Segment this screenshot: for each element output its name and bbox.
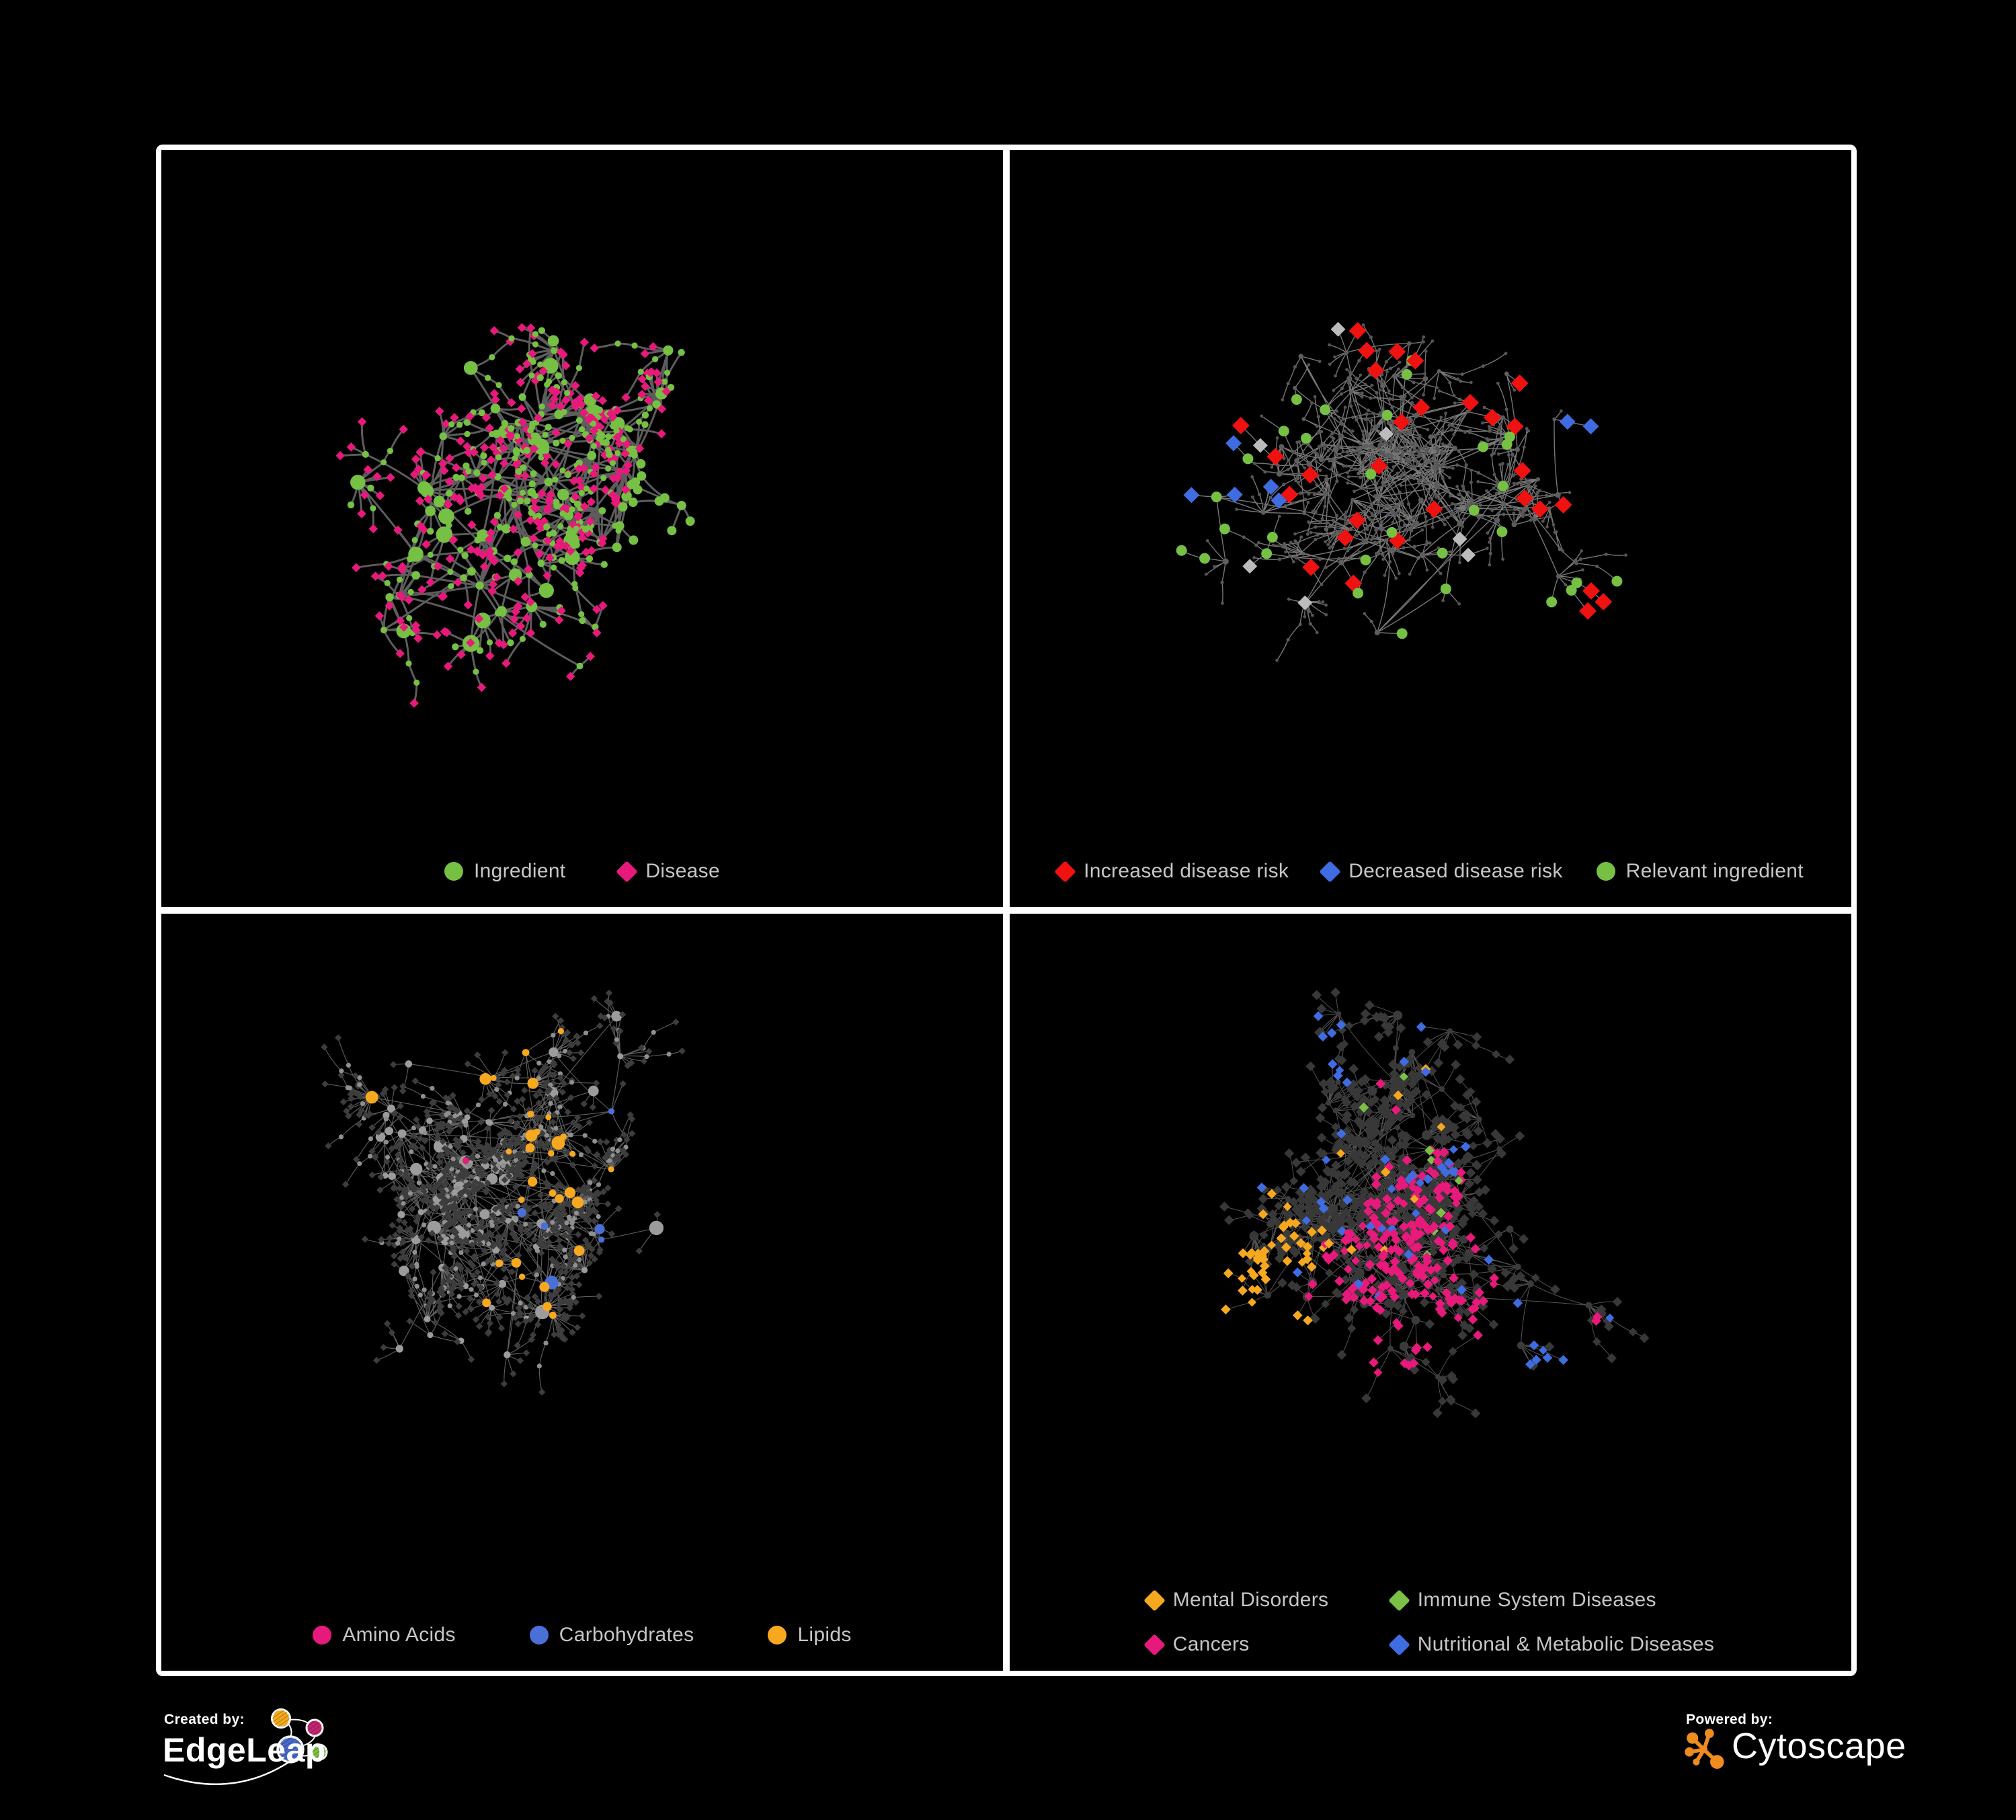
lipids-circle-icon — [768, 1626, 787, 1645]
legend-item-disease: Disease — [616, 860, 720, 883]
legend-item-increased-risk: Increased disease risk — [1054, 860, 1289, 883]
relevant-ingredient-circle-icon — [1596, 862, 1615, 881]
legend-label-relevant-ingredient: Relevant ingredient — [1625, 860, 1804, 882]
panel-nutrient-classes: Amino Acids Carbohydrates Lipids — [161, 914, 1003, 1671]
legend-label-disease: Disease — [645, 860, 720, 882]
legend-label-amino-acids: Amino Acids — [342, 1624, 456, 1646]
edgeleap-wordmark: EdgeLeap — [163, 1731, 326, 1769]
mental-disorders-diamond-icon — [1143, 1589, 1166, 1612]
nutrient-class-network-graph — [321, 989, 686, 1396]
disease-diamond-icon — [616, 860, 639, 883]
legend-item-decreased-risk: Decreased disease risk — [1319, 860, 1563, 883]
edgeleap-logo-icon — [163, 1708, 328, 1786]
legend-label-decreased-risk: Decreased disease risk — [1348, 860, 1563, 882]
edgeleap-logo-nodes — [271, 1708, 328, 1764]
amino-acids-circle-icon — [313, 1626, 332, 1645]
created-by-label: Created by: — [164, 1712, 245, 1727]
ingredient-disease-network-graph — [335, 323, 695, 708]
cytoscape-attribution: Powered by: Cytoscape — [1682, 1706, 1998, 1801]
legend-item-nutritional-metabolic: Nutritional & Metabolic Diseases — [1388, 1633, 1715, 1656]
legend-label-lipids: Lipids — [797, 1624, 852, 1646]
edgeleap-attribution: Created by: EdgeLeap — [160, 1706, 395, 1804]
legend-label-ingredient: Ingredient — [474, 860, 566, 882]
panel-disease-categories: Mental Disorders Immune System Diseases … — [1010, 914, 1851, 1671]
legend-item-mental-disorders: Mental Disorders — [1143, 1589, 1369, 1612]
carbohydrates-circle-icon — [529, 1626, 549, 1645]
nutritional-metabolic-diamond-icon — [1388, 1633, 1410, 1656]
powered-by-label: Powered by: — [1686, 1712, 1773, 1727]
legend-disease-risk: Increased disease risk Decreased disease… — [1010, 860, 1851, 883]
legend-label-carbohydrates: Carbohydrates — [559, 1624, 694, 1646]
legend-item-lipids: Lipids — [768, 1624, 851, 1647]
legend-ingredient-disease: Ingredient Disease — [161, 860, 1003, 883]
legend-item-carbohydrates: Carbohydrates — [529, 1624, 694, 1647]
legend-disease-categories: Mental Disorders Immune System Diseases … — [1010, 1589, 1851, 1656]
figure-grid: Ingredient Disease Increased disease ris… — [156, 145, 1857, 1676]
cancers-diamond-icon — [1143, 1633, 1166, 1656]
legend-label-increased-risk: Increased disease risk — [1084, 860, 1289, 882]
cytoscape-logo-icon — [1685, 1729, 1724, 1769]
legend-nutrient-classes: Amino Acids Carbohydrates Lipids — [161, 1624, 1003, 1647]
legend-item-relevant-ingredient: Relevant ingredient — [1596, 860, 1804, 883]
legend-item-ingredient: Ingredient — [444, 860, 565, 883]
decreased-risk-diamond-icon — [1319, 860, 1341, 883]
cytoscape-wordmark: Cytoscape — [1732, 1726, 1906, 1766]
immune-diseases-diamond-icon — [1388, 1589, 1410, 1612]
legend-item-immune-diseases: Immune System Diseases — [1388, 1589, 1714, 1612]
legend-label-cancers: Cancers — [1172, 1633, 1250, 1655]
legend-item-cancers: Cancers — [1143, 1633, 1369, 1656]
legend-label-mental-disorders: Mental Disorders — [1172, 1589, 1329, 1611]
disease-category-network-graph — [1219, 987, 1650, 1419]
ingredient-circle-icon — [444, 862, 464, 881]
increased-risk-diamond-icon — [1054, 860, 1076, 883]
panel-disease-risk: Increased disease risk Decreased disease… — [1010, 150, 1851, 907]
disease-risk-network-graph — [1176, 321, 1627, 662]
legend-label-nutritional-metabolic: Nutritional & Metabolic Diseases — [1417, 1633, 1715, 1655]
legend-item-amino-acids: Amino Acids — [313, 1624, 455, 1647]
panel-ingredient-disease: Ingredient Disease — [161, 150, 1003, 907]
legend-label-immune-diseases: Immune System Diseases — [1417, 1589, 1656, 1611]
